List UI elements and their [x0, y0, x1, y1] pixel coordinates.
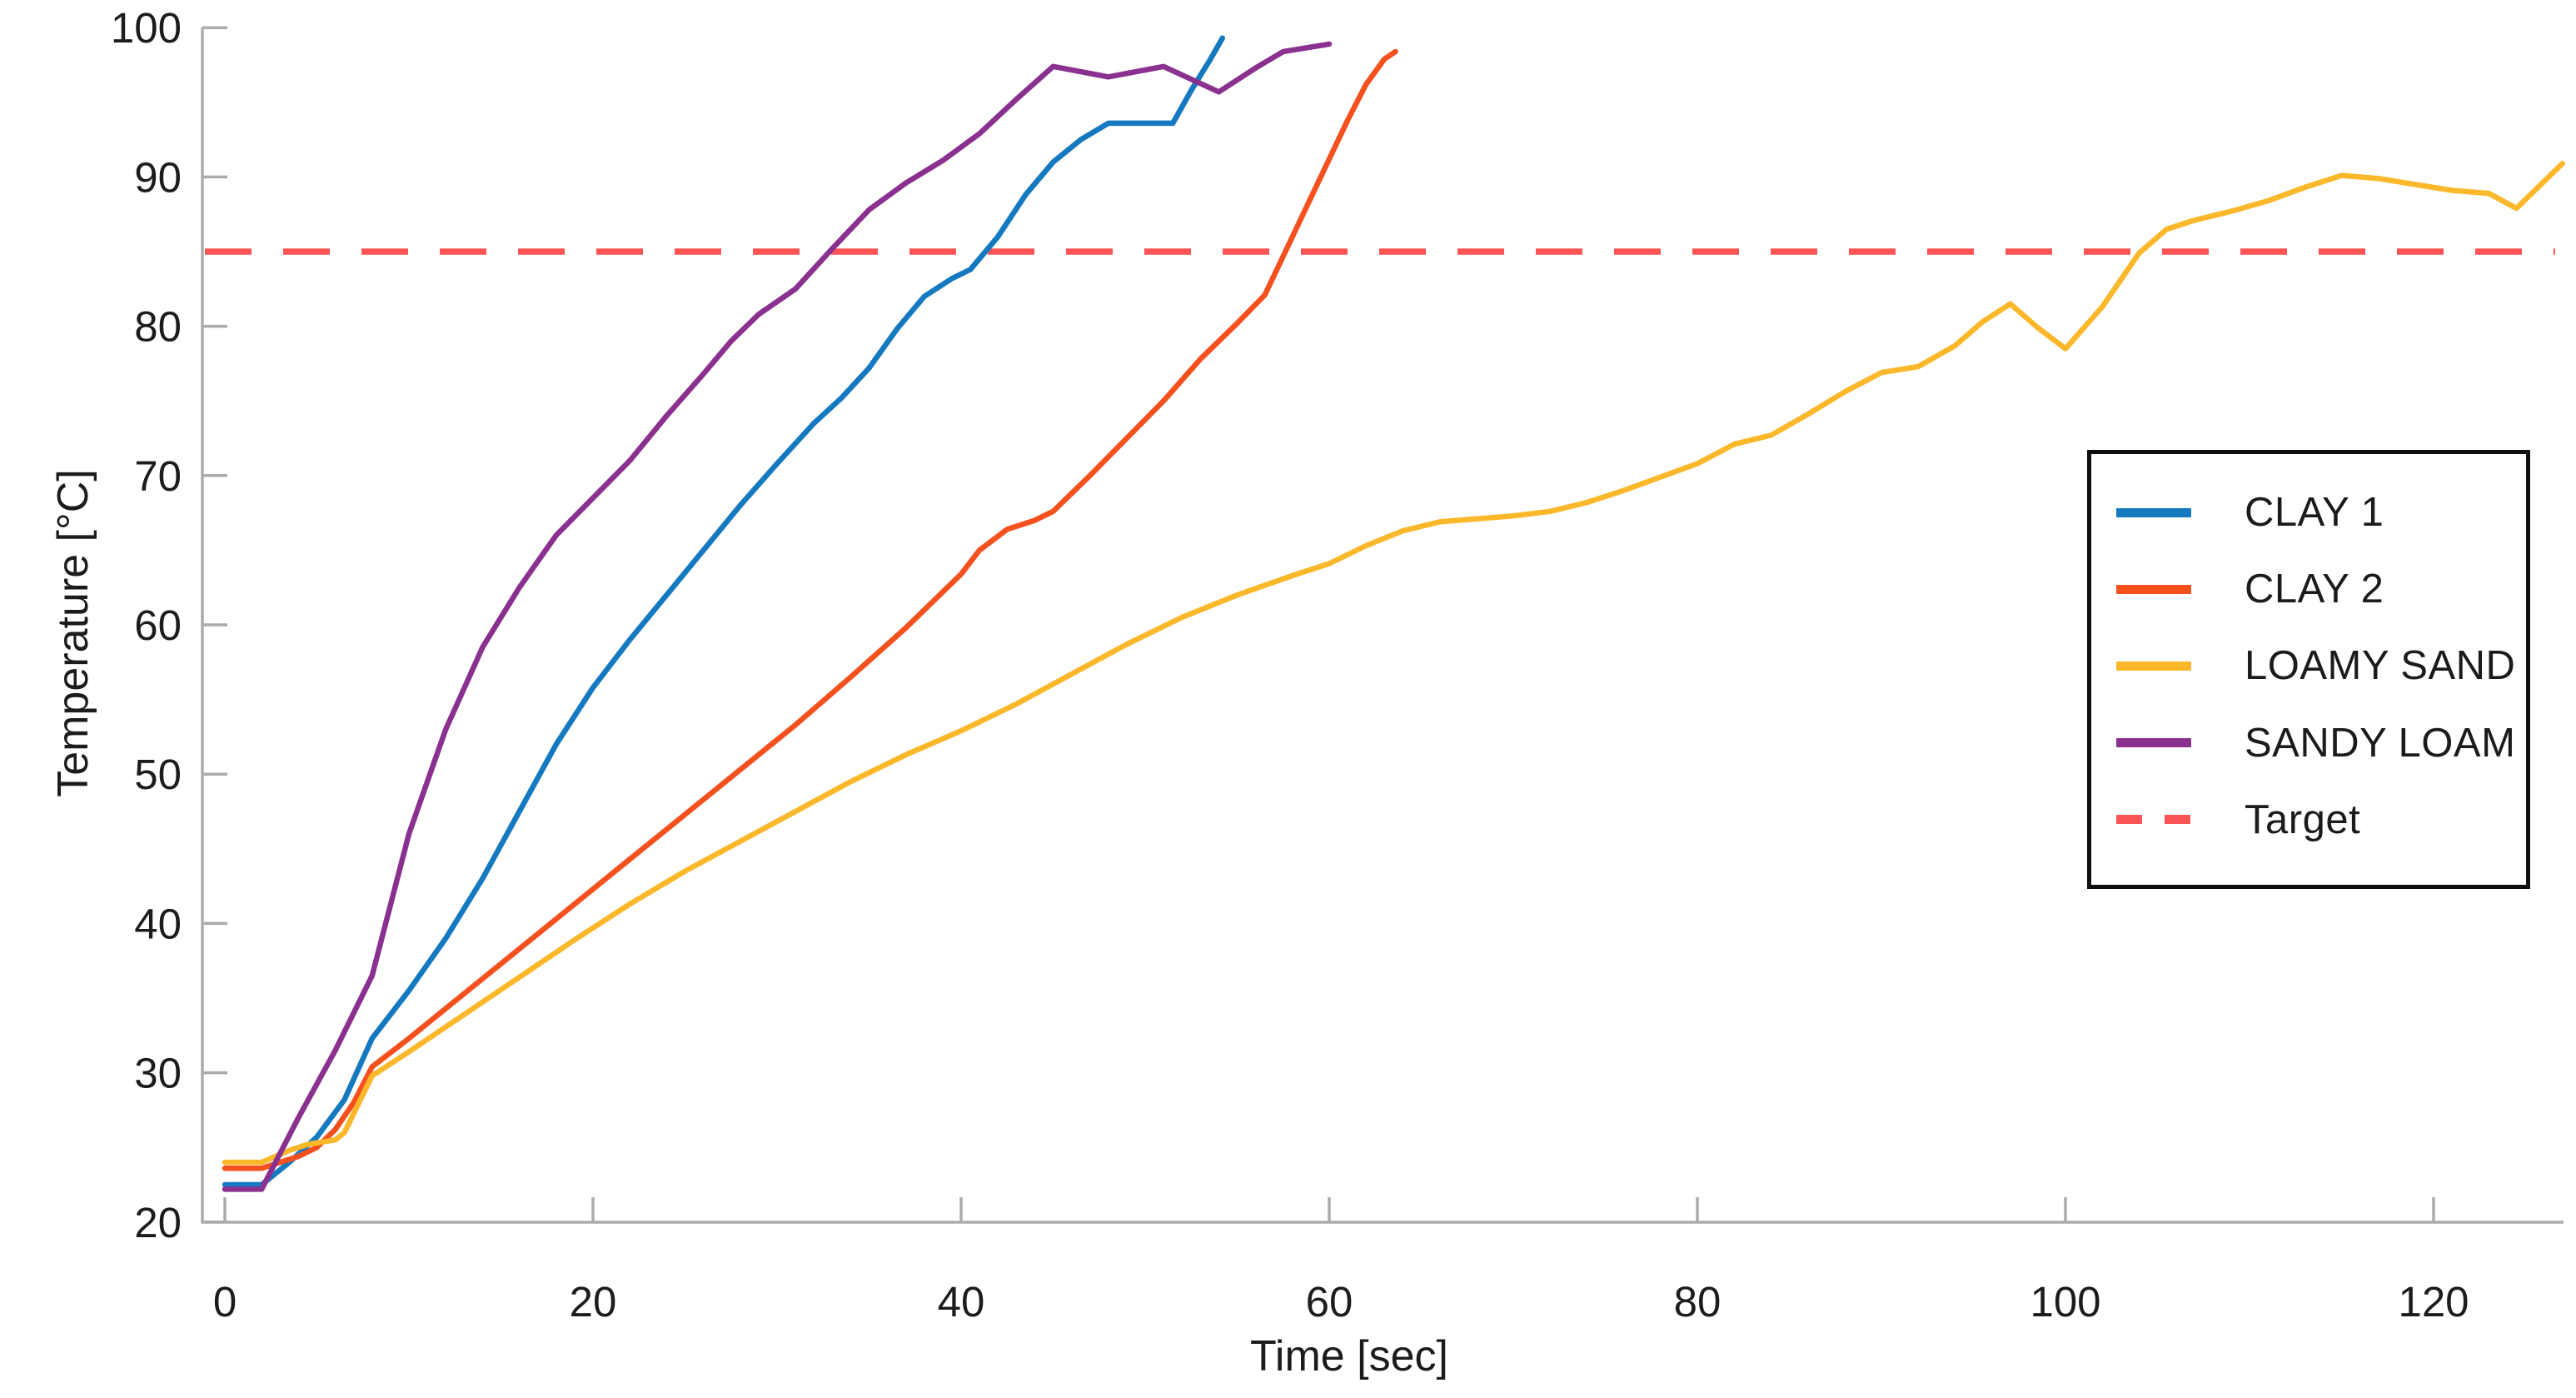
x-tick-label: 80	[1674, 1278, 1721, 1326]
series-line-clay-2	[222, 48, 1398, 1171]
x-tick-label: 100	[2030, 1278, 2100, 1326]
y-axis-title: Temperature [°C]	[49, 469, 97, 797]
y-tick-label: 80	[134, 303, 182, 351]
line-swatch-clay-1	[2116, 507, 2191, 517]
legend-item-clay-2: CLAY 2	[2116, 566, 2518, 612]
legend-item-loamy-sand: LOAMY SAND	[2116, 642, 2518, 689]
legend-label-target: Target	[2245, 796, 2361, 842]
dashed-line-swatch-target	[2116, 815, 2191, 825]
legend: CLAY 1 CLAY 2 LOAMY SAND SANDY LOAM Target	[2087, 450, 2530, 889]
y-tick-label: 70	[134, 452, 182, 500]
y-tick-label: 100	[111, 4, 182, 52]
y-tick-label: 20	[134, 1199, 182, 1246]
x-axis-title: Time [sec]	[1250, 1332, 1448, 1381]
x-tick-label: 60	[1306, 1278, 1353, 1326]
series-line-loamy-sand	[222, 161, 2565, 1166]
series-line-sandy-loam	[222, 41, 1333, 1192]
y-tick-label: 30	[134, 1050, 182, 1097]
x-tick-label: 40	[938, 1278, 985, 1326]
line-swatch-loamy-sand	[2116, 661, 2191, 671]
legend-item-clay-1: CLAY 1	[2116, 489, 2518, 536]
x-tick-label: 20	[570, 1278, 617, 1326]
legend-item-target: Target	[2116, 796, 2518, 843]
series-line-clay-1	[222, 35, 1226, 1188]
x-tick-label: 0	[213, 1278, 237, 1326]
y-tick-label: 60	[134, 602, 182, 649]
y-tick-label: 50	[134, 751, 182, 798]
line-swatch-sandy-loam	[2116, 738, 2191, 748]
y-tick-label: 90	[134, 153, 182, 201]
y-tick-label: 40	[134, 900, 182, 947]
legend-label-loamy-sand: LOAMY SAND	[2245, 643, 2516, 689]
legend-item-sandy-loam: SANDY LOAM	[2116, 720, 2518, 766]
line-swatch-clay-2	[2116, 584, 2191, 594]
legend-label-clay-1: CLAY 1	[2245, 490, 2384, 536]
legend-label-clay-2: CLAY 2	[2245, 567, 2384, 612]
legend-label-sandy-loam: SANDY LOAM	[2245, 720, 2516, 766]
x-tick-label: 120	[2398, 1278, 2469, 1326]
